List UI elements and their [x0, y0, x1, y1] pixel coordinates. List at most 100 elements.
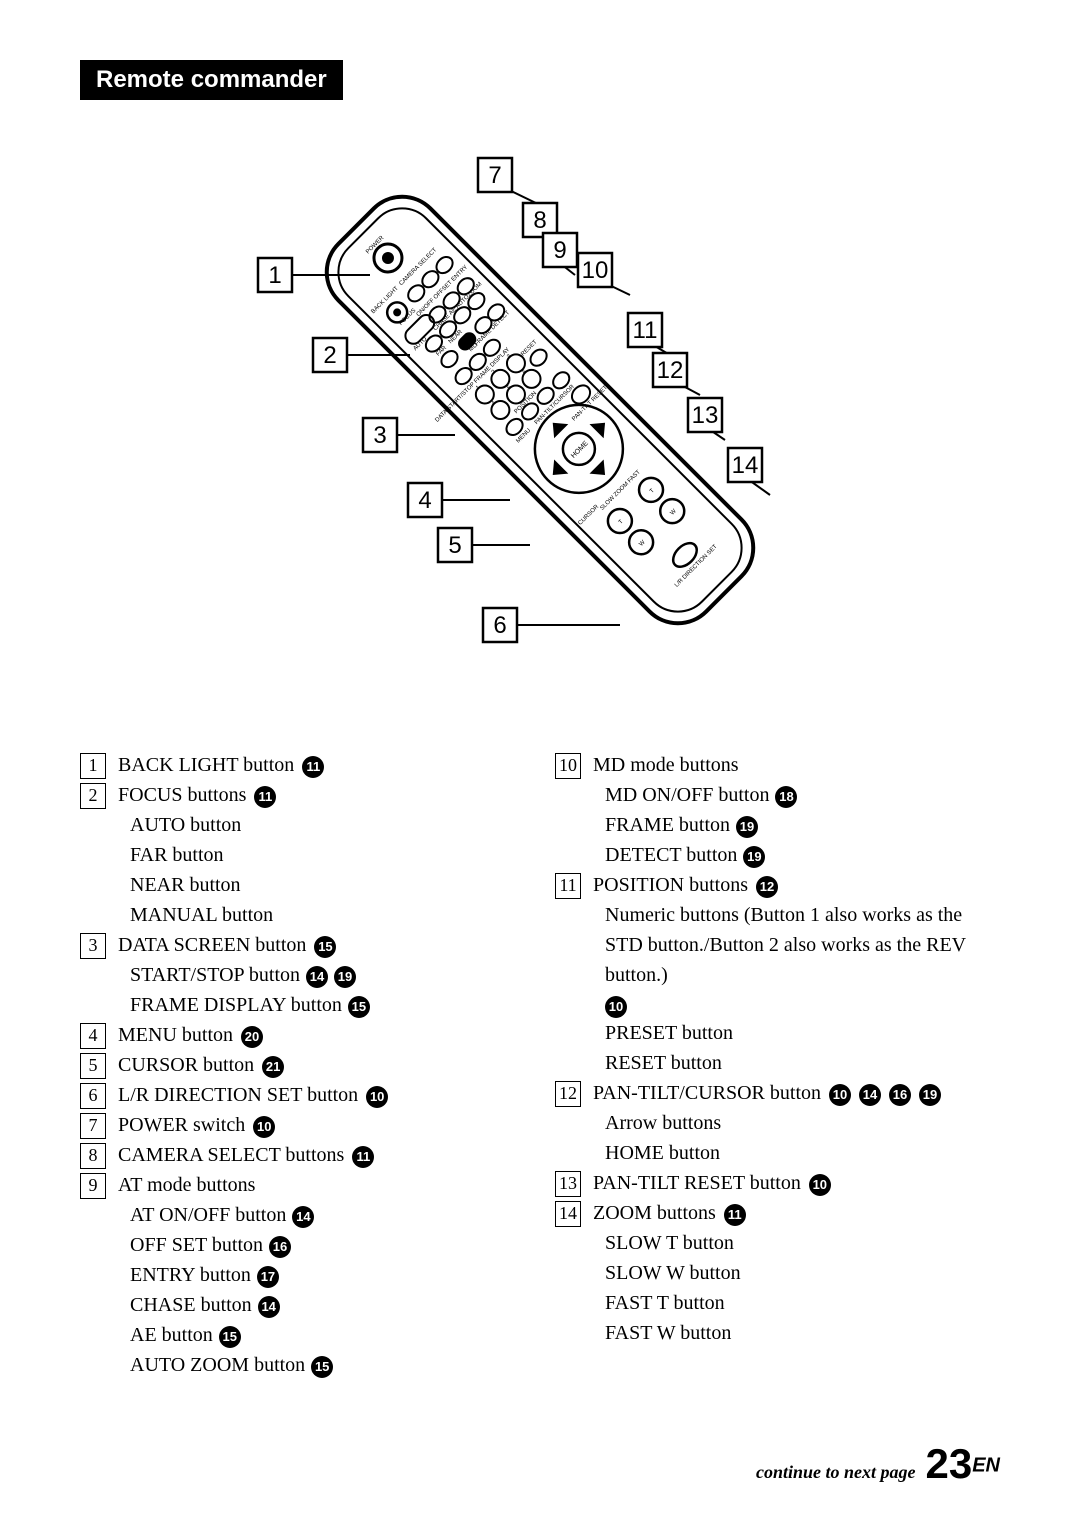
page-ref-icon: 19 — [736, 816, 758, 838]
legend-entry: 1BACK LIGHT button 11 — [80, 750, 525, 780]
legend-columns: 1BACK LIGHT button 112FOCUS buttons 11AU… — [80, 750, 1000, 1380]
legend-text: CAMERA SELECT buttons — [118, 1140, 344, 1170]
svg-text:3: 3 — [373, 422, 386, 449]
page-ref-icon: 19 — [334, 966, 356, 988]
legend-subtext: SLOW T button — [605, 1228, 734, 1258]
legend-subtext: Numeric buttons (Button 1 also works as … — [605, 900, 1000, 990]
legend-entry: 13PAN-TILT RESET button 10 — [555, 1168, 1000, 1198]
legend-number: 7 — [80, 1113, 106, 1139]
legend-subentry: OFF SET button 16 — [80, 1230, 525, 1260]
svg-text:4: 4 — [418, 487, 431, 514]
svg-text:10: 10 — [582, 257, 609, 284]
legend-subentry: CHASE button 14 — [80, 1290, 525, 1320]
legend-entry: 12PAN-TILT/CURSOR button 10141619 — [555, 1078, 1000, 1108]
svg-text:14: 14 — [732, 452, 759, 479]
legend-number: 4 — [80, 1023, 106, 1049]
page-ref-icon: 14 — [859, 1084, 881, 1106]
legend-entry: 8 CAMERA SELECT buttons 11 — [80, 1140, 525, 1170]
legend-number: 12 — [555, 1081, 581, 1107]
legend-subentry: DETECT button 19 — [555, 840, 1000, 870]
legend-subentry: PRESET button — [555, 1018, 1000, 1048]
svg-text:9: 9 — [553, 237, 566, 264]
page-ref-icon: 15 — [314, 936, 336, 958]
section-header: Remote commander — [80, 60, 343, 100]
legend-subentry: MANUAL button — [80, 900, 525, 930]
page-ref-icon: 14 — [292, 1206, 314, 1228]
page: Remote commander — [0, 0, 1080, 1528]
legend-subtext: MD ON/OFF button — [605, 780, 769, 810]
legend-subentry: AUTO ZOOM button 15 — [80, 1350, 525, 1380]
legend-subtext: FAST T button — [605, 1288, 725, 1318]
svg-text:13: 13 — [692, 402, 719, 429]
page-ref-icon: 17 — [257, 1266, 279, 1288]
legend-subtext: FRAME DISPLAY button — [130, 990, 342, 1020]
page-ref-icon: 11 — [352, 1146, 374, 1168]
page-ref-icon: 11 — [724, 1204, 746, 1226]
legend-subtext: FRAME button — [605, 810, 730, 840]
legend-subentry: SLOW T button — [555, 1228, 1000, 1258]
legend-subtext: Arrow buttons — [605, 1108, 721, 1138]
legend-number: 11 — [555, 873, 581, 899]
legend-text: MENU button — [118, 1020, 233, 1050]
page-ref-icon: 16 — [269, 1236, 291, 1258]
legend-text: BACK LIGHT button — [118, 750, 294, 780]
legend-subentry: AE button 15 — [80, 1320, 525, 1350]
legend-number: 5 — [80, 1053, 106, 1079]
legend-number: 9 — [80, 1173, 106, 1199]
page-ref-icon: 10 — [253, 1116, 275, 1138]
legend-subtext: PRESET button — [605, 1018, 733, 1048]
legend-subtext: AE button — [130, 1320, 213, 1350]
legend-left-column: 1BACK LIGHT button 112FOCUS buttons 11AU… — [80, 750, 525, 1380]
legend-subentry: FAST T button — [555, 1288, 1000, 1318]
legend-subtext: START/STOP button — [130, 960, 300, 990]
page-ref-icon: 12 — [756, 876, 778, 898]
svg-text:7: 7 — [488, 162, 501, 189]
page-ref-icon: 14 — [258, 1296, 280, 1318]
page-ref-icon: 11 — [302, 756, 324, 778]
legend-text: L/R DIRECTION SET button — [118, 1080, 358, 1110]
legend-subentry: NEAR button — [80, 870, 525, 900]
legend-subentry: Arrow buttons — [555, 1108, 1000, 1138]
legend-text: POSITION buttons — [593, 870, 748, 900]
page-ref-icon: 10 — [366, 1086, 388, 1108]
legend-subtext: FAR button — [130, 840, 224, 870]
legend-text: CURSOR button — [118, 1050, 254, 1080]
legend-text: MD mode buttons — [593, 750, 739, 780]
remote-diagram: POWER BACK LIGHT CAMERA SELECT FOCUS AUT… — [190, 130, 890, 690]
legend-subtext: DETECT button — [605, 840, 737, 870]
legend-right-column: 10 MD mode buttons MD ON/OFF button 18FRA… — [555, 750, 1000, 1380]
legend-number: 10 — [555, 753, 581, 779]
legend-subentry: FAST W button — [555, 1318, 1000, 1348]
legend-subentry: Numeric buttons (Button 1 also works as … — [555, 900, 1000, 1018]
legend-number: 3 — [80, 933, 106, 959]
svg-text:8: 8 — [533, 207, 546, 234]
svg-text:11: 11 — [633, 317, 658, 344]
legend-number: 8 — [80, 1143, 106, 1169]
legend-text: ZOOM buttons — [593, 1198, 716, 1228]
page-ref-icon: 14 — [306, 966, 328, 988]
legend-subtext: AUTO ZOOM button — [130, 1350, 305, 1380]
legend-subentry: FAR button — [80, 840, 525, 870]
legend-subtext: CHASE button — [130, 1290, 252, 1320]
legend-subtext: HOME button — [605, 1138, 720, 1168]
legend-subentry: START/STOP button 14 19 — [80, 960, 525, 990]
legend-entry: 14ZOOM buttons 11 — [555, 1198, 1000, 1228]
legend-entry: 10 MD mode buttons — [555, 750, 1000, 780]
legend-subtext: ENTRY button — [130, 1260, 251, 1290]
svg-text:12: 12 — [657, 357, 684, 384]
page-ref-icon: 20 — [241, 1026, 263, 1048]
legend-text: FOCUS buttons — [118, 780, 246, 810]
legend-number: 6 — [80, 1083, 106, 1109]
page-ref-icon: 15 — [219, 1326, 241, 1348]
legend-subtext: AUTO button — [130, 810, 241, 840]
legend-subtext: RESET button — [605, 1048, 722, 1078]
page-ref-icon: 11 — [254, 786, 276, 808]
legend-subtext: OFF SET button — [130, 1230, 263, 1260]
legend-subtext: MANUAL button — [130, 900, 273, 930]
legend-subentry: AUTO button — [80, 810, 525, 840]
legend-subtext: SLOW W button — [605, 1258, 741, 1288]
legend-text: DATA SCREEN button — [118, 930, 306, 960]
page-ref-icon: 10 — [829, 1084, 851, 1106]
legend-subentry: MD ON/OFF button 18 — [555, 780, 1000, 810]
svg-text:2: 2 — [323, 342, 336, 369]
